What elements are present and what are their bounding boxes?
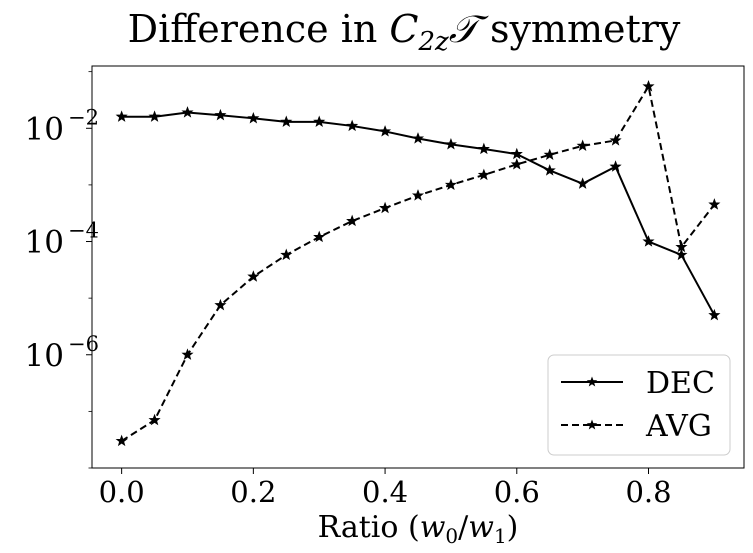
data-point-avg [444, 178, 457, 191]
data-point-dec [444, 138, 457, 150]
data-point-avg [313, 230, 326, 243]
data-point-avg [576, 139, 589, 151]
data-point-avg [280, 248, 293, 261]
y-tick-exponent: −4 [68, 219, 99, 243]
x-axis-label: Ratio (w0/w1) [318, 510, 519, 548]
data-point-dec [181, 106, 194, 118]
data-point-dec [576, 177, 589, 189]
chart-title: Difference in C2z𝒯 symmetry [128, 7, 681, 57]
x-tick-label: 0.8 [625, 475, 671, 509]
y-axis: 10−210−410−6 [25, 71, 99, 469]
x-axis: 0.0 0.2 0.4 0.6 0.8 [99, 468, 672, 509]
y-tick-exponent: −6 [68, 332, 99, 356]
y-tick-label: 10 [25, 338, 64, 374]
data-point-avg [609, 134, 622, 146]
legend-dec-label: DEC [646, 366, 715, 401]
data-point-dec [346, 119, 359, 132]
data-point-dec [411, 132, 425, 144]
data-point-avg [115, 434, 128, 447]
data-point-dec [708, 308, 721, 321]
legend: DEC AVG [547, 354, 731, 456]
data-point-avg [675, 240, 688, 253]
x-tick-label: 0.0 [99, 475, 145, 509]
legend-box [547, 354, 731, 456]
y-tick-exponent: −2 [68, 105, 99, 129]
data-point-avg [543, 148, 556, 160]
x-tick-label: 0.2 [230, 475, 276, 509]
data-point-dec [313, 115, 326, 127]
series-line-dec [121, 111, 716, 316]
data-point-dec [115, 110, 128, 122]
x-tick-label: 0.6 [494, 475, 540, 509]
legend-avg-label: AVG [645, 409, 712, 444]
data-point-avg [411, 189, 425, 201]
data-point-dec [477, 142, 490, 155]
data-point-avg [708, 198, 721, 210]
y-tick-label: 10 [25, 111, 64, 147]
data-point-avg [247, 270, 260, 282]
data-point-avg [510, 158, 523, 170]
data-point-avg [148, 413, 161, 426]
data-point-dec [609, 160, 622, 172]
plot-area [91, 65, 745, 469]
data-point-dec [642, 235, 655, 247]
legend-avg-marker [586, 419, 598, 430]
data-point-dec [148, 110, 161, 122]
data-point-dec [214, 108, 227, 121]
data-point-dec [247, 111, 260, 124]
data-point-avg [477, 168, 490, 181]
data-point-avg [214, 298, 227, 311]
data-point-dec [510, 147, 523, 160]
data-point-avg [346, 214, 359, 227]
data-point-avg [379, 201, 392, 214]
data-point-avg [642, 80, 655, 92]
y-tick-label: 10 [25, 225, 64, 261]
series-layer [115, 80, 721, 447]
data-point-avg [181, 348, 194, 360]
data-point-dec [379, 125, 392, 137]
data-point-dec [675, 248, 688, 261]
legend-dec-marker [586, 376, 598, 387]
data-point-dec [280, 115, 293, 127]
x-tick-label: 0.4 [362, 475, 408, 509]
data-point-dec [543, 164, 556, 176]
